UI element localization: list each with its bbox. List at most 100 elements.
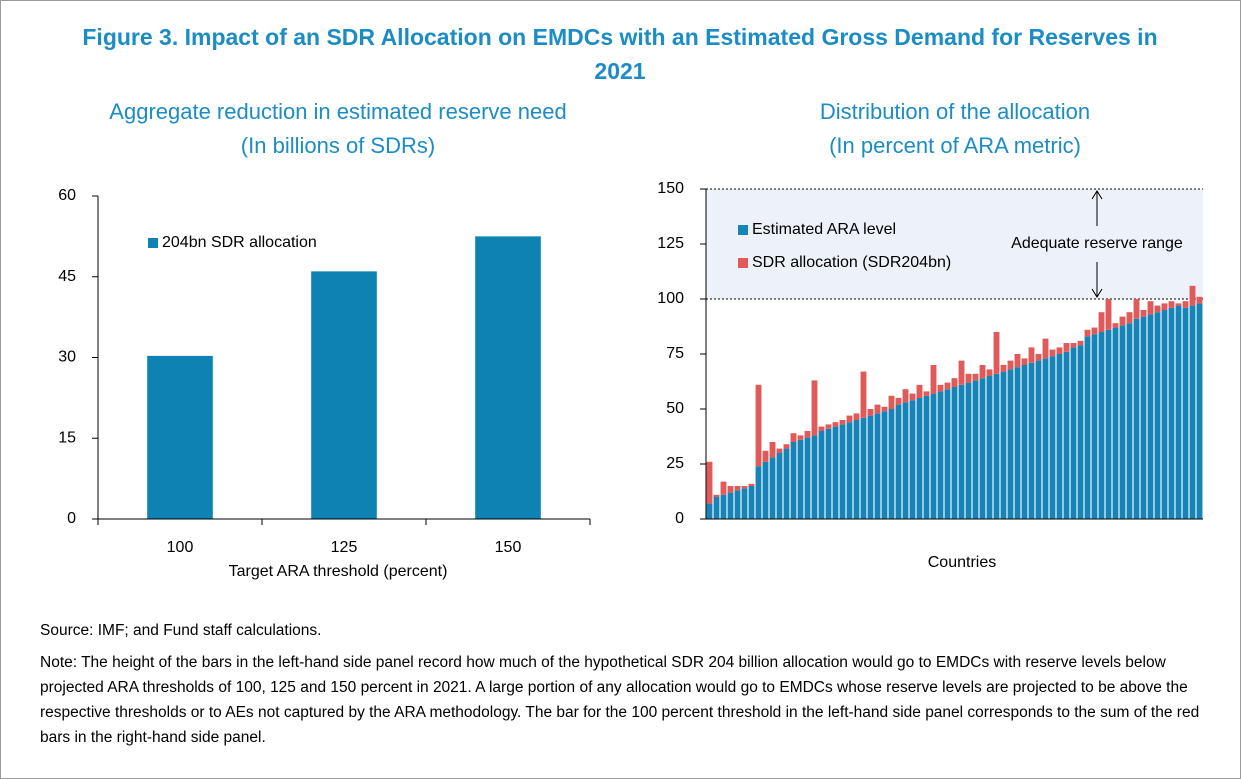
- bar-segment: [860, 371, 867, 418]
- bar-segment: [783, 448, 790, 519]
- y-tick-label: 0: [67, 510, 76, 527]
- bar-segment: [1049, 356, 1056, 519]
- bar: [147, 355, 213, 519]
- bar-segment: [1000, 371, 1007, 519]
- bar-segment: [804, 431, 811, 438]
- bar-segment: [958, 384, 965, 519]
- band-label: Adequate reserve range: [1011, 235, 1183, 252]
- y-tick-label: 15: [58, 429, 76, 446]
- chart-subtitle: (In billions of SDRs): [241, 133, 435, 158]
- bar-segment: [1126, 312, 1133, 324]
- bar-segment: [1077, 340, 1084, 346]
- bar-segment: [916, 384, 923, 398]
- bar-segment: [944, 382, 951, 390]
- bar-segment: [1042, 358, 1049, 519]
- bar-segment: [1007, 360, 1014, 370]
- bar-segment: [930, 393, 937, 519]
- bar-segment: [1147, 314, 1154, 519]
- bar-segment: [1189, 285, 1196, 306]
- bar-segment: [741, 488, 748, 519]
- bar-segment: [895, 398, 902, 405]
- bar-segment: [951, 387, 958, 519]
- bar-segment: [930, 365, 937, 394]
- bar-segment: [1119, 316, 1126, 326]
- bar-segment: [986, 376, 993, 519]
- y-tick-label: 60: [58, 187, 76, 204]
- chart-title: Distribution of the allocation: [820, 99, 1090, 124]
- bar-segment: [1091, 327, 1098, 335]
- bar-segment: [867, 415, 874, 519]
- bar-segment: [923, 395, 930, 519]
- y-tick-label: 25: [666, 455, 684, 472]
- bar-segment: [1112, 323, 1119, 328]
- bar-segment: [1161, 303, 1168, 310]
- bar-segment: [825, 424, 832, 429]
- bar-segment: [979, 378, 986, 519]
- bar-segment: [888, 395, 895, 409]
- y-tick-label: 50: [666, 400, 684, 417]
- bar-segment: [1021, 365, 1028, 519]
- bar-segment: [1175, 303, 1182, 306]
- bar-segment: [1070, 347, 1077, 519]
- x-axis-label: Countries: [928, 554, 996, 571]
- bar-segment: [713, 494, 720, 497]
- bar-segment: [1084, 329, 1091, 337]
- bar-segment: [804, 437, 811, 519]
- figure-title: Figure 3. Impact of an SDR Allocation on…: [82, 24, 1158, 84]
- bar-segment: [986, 369, 993, 376]
- bar-segment: [965, 373, 972, 383]
- bar-segment: [1035, 360, 1042, 519]
- band: [706, 189, 1203, 299]
- legend-label: SDR allocation (SDR204bn): [752, 254, 951, 271]
- bar-segment: [1182, 301, 1189, 308]
- bar-segment: [713, 497, 720, 519]
- bar-segment: [818, 426, 825, 431]
- bar-segment: [720, 481, 727, 495]
- x-axis-label: Target ARA threshold (percent): [229, 563, 448, 580]
- bar-segment: [1147, 301, 1154, 315]
- bar-segment: [1168, 301, 1175, 308]
- bar-segment: [727, 486, 734, 493]
- bar-segment: [1000, 365, 1007, 372]
- bar-segment: [797, 439, 804, 519]
- bar-segment: [762, 461, 769, 519]
- bar-segment: [1133, 318, 1140, 519]
- bar-segment: [965, 382, 972, 519]
- bar-segment: [944, 389, 951, 519]
- bar-segment: [790, 442, 797, 519]
- bar-segment: [902, 389, 909, 403]
- bar-segment: [909, 393, 916, 401]
- y-tick-label: 75: [666, 345, 684, 362]
- bar-segment: [1119, 325, 1126, 519]
- bar-segment: [958, 360, 965, 385]
- bar-segment: [839, 420, 846, 425]
- bar-segment: [832, 422, 839, 427]
- bar-segment: [1098, 312, 1105, 332]
- bar-segment: [706, 461, 713, 504]
- bar-segment: [902, 402, 909, 519]
- bar-segment: [755, 384, 762, 467]
- note: Note: The height of the bars in the left…: [40, 654, 1200, 746]
- bar-segment: [797, 435, 804, 440]
- bar-segment: [1161, 310, 1168, 519]
- bar-segment: [811, 380, 818, 436]
- bar-segment: [1056, 354, 1063, 519]
- bar-segment: [937, 384, 944, 392]
- bar-segment: [1056, 347, 1063, 354]
- bar-segment: [1021, 358, 1028, 365]
- y-tick-label: 100: [657, 290, 684, 307]
- bar-segment: [1196, 296, 1203, 304]
- chart-subtitle: (In percent of ARA metric): [829, 133, 1081, 158]
- bar-segment: [895, 404, 902, 519]
- bar-segment: [874, 413, 881, 519]
- bar-segment: [1014, 354, 1021, 368]
- bar-segment: [846, 415, 853, 423]
- bar-segment: [916, 398, 923, 519]
- bar-segment: [1175, 305, 1182, 519]
- bar-segment: [909, 400, 916, 519]
- bar-segment: [734, 486, 741, 491]
- bar-segment: [748, 486, 755, 519]
- bar-segment: [1126, 323, 1133, 519]
- bar-segment: [734, 490, 741, 519]
- legend-swatch: [738, 225, 748, 235]
